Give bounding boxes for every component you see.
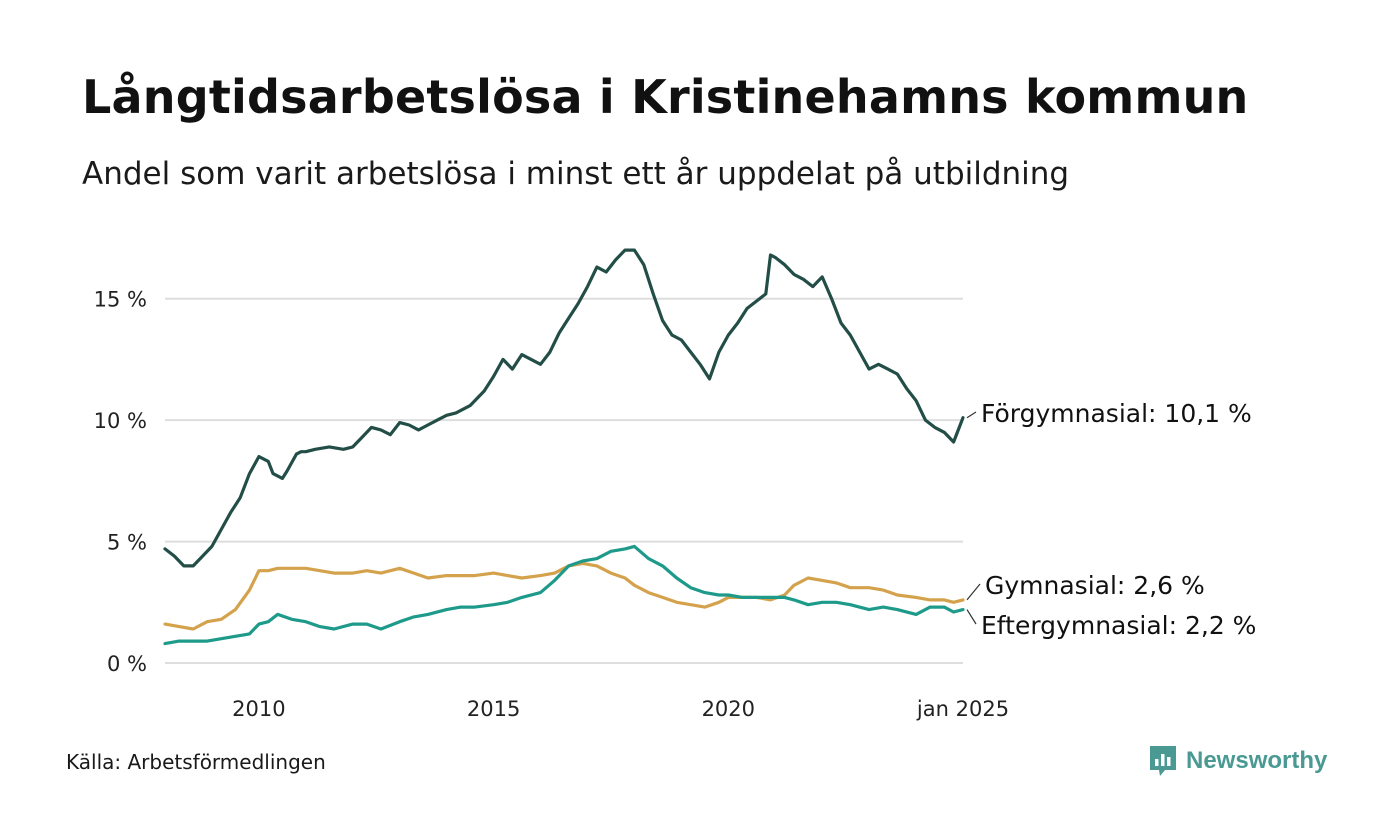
label-leader-gymnasial bbox=[966, 583, 981, 601]
x-axis-ticks: 2010 2015 2020 jan 2025 bbox=[232, 697, 1009, 721]
label-leader-eftergymnasial bbox=[966, 609, 977, 625]
series-label-eftergymnasial: Eftergymnasial: 2,2 % bbox=[981, 611, 1256, 640]
x-tick-label: 2020 bbox=[702, 697, 755, 721]
chart-title: Långtidsarbetslösa i Kristinehamns kommu… bbox=[82, 70, 1249, 124]
chart-subtitle: Andel som varit arbetslösa i minst ett å… bbox=[82, 156, 1070, 192]
source-note: Källa: Arbetsförmedlingen bbox=[66, 750, 326, 774]
brand-logo: Newsworthy bbox=[1148, 744, 1327, 778]
y-axis-ticks: 0 % 5 % 10 % 15 % bbox=[94, 288, 147, 676]
series-line-eftergymnasial bbox=[163, 544, 965, 646]
newsworthy-logo-icon bbox=[1150, 746, 1176, 776]
series-layer bbox=[163, 248, 965, 646]
y-tick-label: 0 % bbox=[107, 652, 147, 676]
brand-name: Newsworthy bbox=[1186, 747, 1328, 774]
grid-layer bbox=[165, 297, 963, 664]
series-label-förgymnasial: Förgymnasial: 10,1 % bbox=[981, 399, 1252, 428]
y-tick-label: 15 % bbox=[94, 288, 147, 312]
x-tick-label: 2015 bbox=[467, 697, 520, 721]
y-tick-label: 5 % bbox=[107, 531, 147, 555]
series-line-förgymnasial bbox=[163, 248, 965, 568]
series-labels: Förgymnasial: 10,1 % Gymnasial: 2,6 % Efte… bbox=[966, 399, 1256, 640]
label-leader-förgymnasial bbox=[966, 411, 977, 419]
series-label-gymnasial: Gymnasial: 2,6 % bbox=[985, 571, 1205, 600]
y-tick-label: 10 % bbox=[94, 409, 147, 433]
x-tick-label: 2010 bbox=[232, 697, 285, 721]
x-tick-label: jan 2025 bbox=[916, 697, 1009, 721]
series-line-gymnasial bbox=[163, 561, 965, 631]
